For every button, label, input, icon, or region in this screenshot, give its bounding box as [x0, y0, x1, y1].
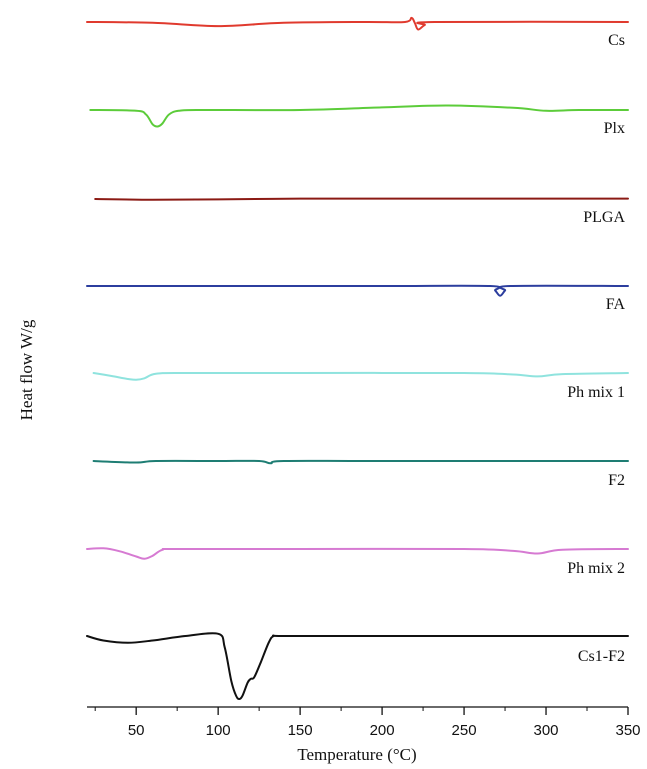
y-axis-title: Heat flow W/g [17, 319, 36, 420]
series-cs-line [86, 16, 629, 31]
series-f2-label: F2 [608, 472, 625, 489]
x-tick-label-300: 300 [534, 722, 559, 739]
x-axis-title: Temperature (°C) [297, 745, 416, 764]
series-plx-line [89, 104, 629, 128]
series-plx-label: Plx [604, 120, 625, 137]
series-f2-line [92, 459, 629, 465]
x-tick-label-100: 100 [206, 722, 231, 739]
series-ph-mix-2-line [86, 547, 629, 560]
plot-area: Cs Plx PLGA FA Ph mix 1 F2 Ph mix 2 Cs1-F2 [86, 16, 629, 701]
series-fa-line [86, 284, 629, 297]
x-axis: 50 100 150 200 250 300 350 [87, 706, 641, 739]
x-tick-label-50: 50 [128, 722, 145, 739]
series-ph-mix-2-label: Ph mix 2 [567, 560, 625, 577]
series-cs-label: Cs [608, 32, 625, 49]
x-tick-label-150: 150 [288, 722, 313, 739]
series-ph-mix-1-line [92, 371, 629, 381]
x-tick-label-250: 250 [452, 722, 477, 739]
x-tick-label-350: 350 [615, 722, 640, 739]
series-cs1-f2-line [86, 632, 629, 701]
series-cs1-f2-label: Cs1-F2 [578, 648, 625, 665]
x-tick-label-200: 200 [370, 722, 395, 739]
series-ph-mix-1-label: Ph mix 1 [567, 384, 625, 401]
series-fa-label: FA [606, 296, 626, 313]
series-plga-line [94, 197, 629, 201]
series-plga-label: PLGA [583, 209, 625, 226]
